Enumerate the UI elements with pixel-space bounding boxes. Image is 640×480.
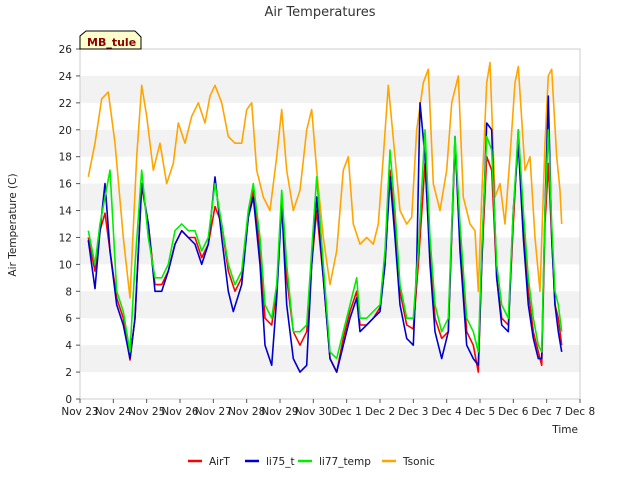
legend-label-airt: AirT — [209, 456, 230, 468]
x-tick-label: Dec 6 — [498, 406, 529, 418]
x-tick-label: Nov 24 — [95, 406, 133, 418]
grid-band — [80, 237, 580, 265]
y-tick-label: 8 — [65, 286, 72, 298]
x-tick-label: Dec 8 — [565, 406, 595, 418]
grid-band — [80, 129, 580, 157]
x-tick-label: Dec 2 — [365, 406, 395, 418]
series-line-tsonic — [87, 61, 563, 299]
grid-band — [80, 291, 580, 319]
series-line-li77-temp — [87, 129, 563, 360]
x-tick-label: Nov 23 — [61, 406, 98, 418]
series-layer — [87, 61, 563, 373]
x-tick-label: Dec 4 — [431, 406, 462, 418]
x-tick-label: Nov 26 — [161, 406, 199, 418]
legend-label-tsonic: Tsonic — [402, 456, 435, 468]
site-label: MB_tule — [87, 36, 136, 49]
x-tick-label: Dec 5 — [465, 406, 495, 418]
y-tick-label: 22 — [59, 98, 72, 110]
grid-band — [80, 75, 580, 103]
y-tick-label: 16 — [59, 179, 73, 191]
y-tick-label: 24 — [59, 71, 73, 83]
site-label-box: MB_tule — [79, 30, 142, 50]
y-tick-label: 4 — [65, 340, 72, 352]
y-tick-label: 18 — [59, 152, 72, 164]
x-tick-label: Dec 3 — [398, 406, 428, 418]
y-tick-label: 0 — [65, 394, 72, 406]
x-tick-label: Nov 30 — [295, 406, 332, 418]
y-tick-label: 14 — [59, 206, 73, 218]
plot-area — [80, 49, 580, 399]
x-tick-label: Dec 1 — [331, 406, 361, 418]
x-tick-label: Dec 7 — [531, 406, 561, 418]
x-tick-label: Nov 27 — [195, 406, 232, 418]
y-tick-label: 20 — [59, 125, 72, 137]
legend: AirT li75_t li77_temp Tsonic — [188, 456, 435, 468]
y-tick-label: 6 — [65, 313, 72, 325]
y-tick-label: 10 — [59, 259, 72, 271]
series-line-li75-t — [87, 95, 563, 373]
x-tick-label: Nov 25 — [128, 406, 165, 418]
plot-background-bands — [80, 49, 580, 399]
plot-frame — [79, 48, 581, 400]
x-tick-label: Nov 29 — [261, 406, 298, 418]
site-label-background — [79, 30, 142, 50]
y-tick-label: 26 — [59, 44, 73, 56]
y-tick-label: 12 — [59, 232, 72, 244]
grid-band — [80, 183, 580, 211]
y-axis-title: Air Temperature (C) — [7, 173, 19, 276]
x-axis-title: Time — [551, 424, 578, 436]
legend-label-li77-temp: li77_temp — [319, 456, 371, 468]
y-tick-label: 2 — [65, 367, 72, 379]
x-tick-label: Nov 28 — [228, 406, 265, 418]
legend-label-li75-t: li75_t — [266, 456, 295, 468]
chart-title: Air Temperatures — [264, 5, 375, 20]
